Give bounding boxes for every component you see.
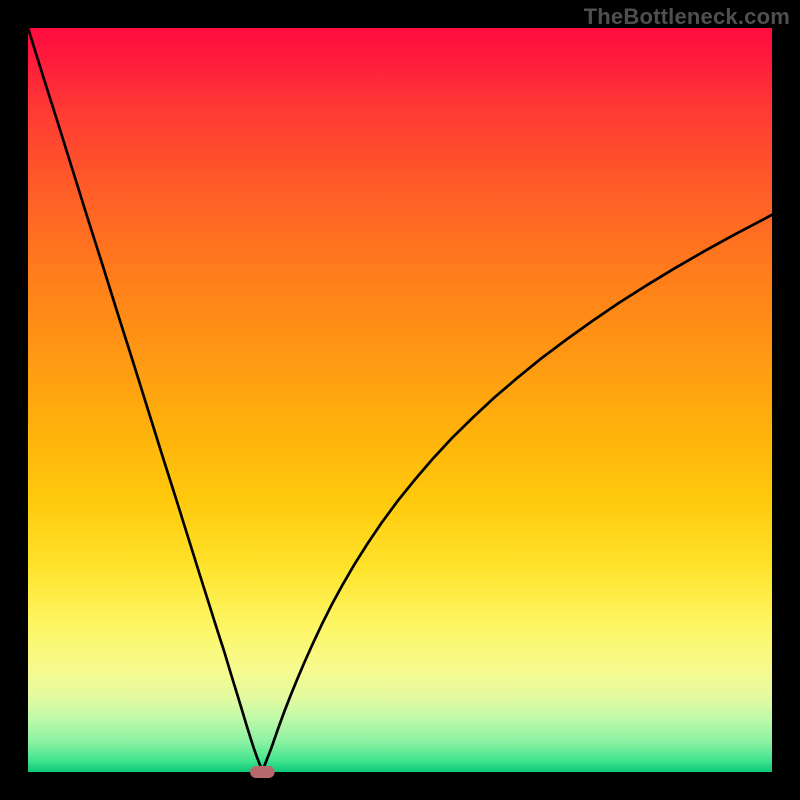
chart-canvas: TheBottleneck.com	[0, 0, 800, 800]
plot-background-gradient	[28, 28, 772, 772]
bottleneck-curve-chart	[0, 0, 800, 800]
minimum-marker	[250, 766, 275, 778]
